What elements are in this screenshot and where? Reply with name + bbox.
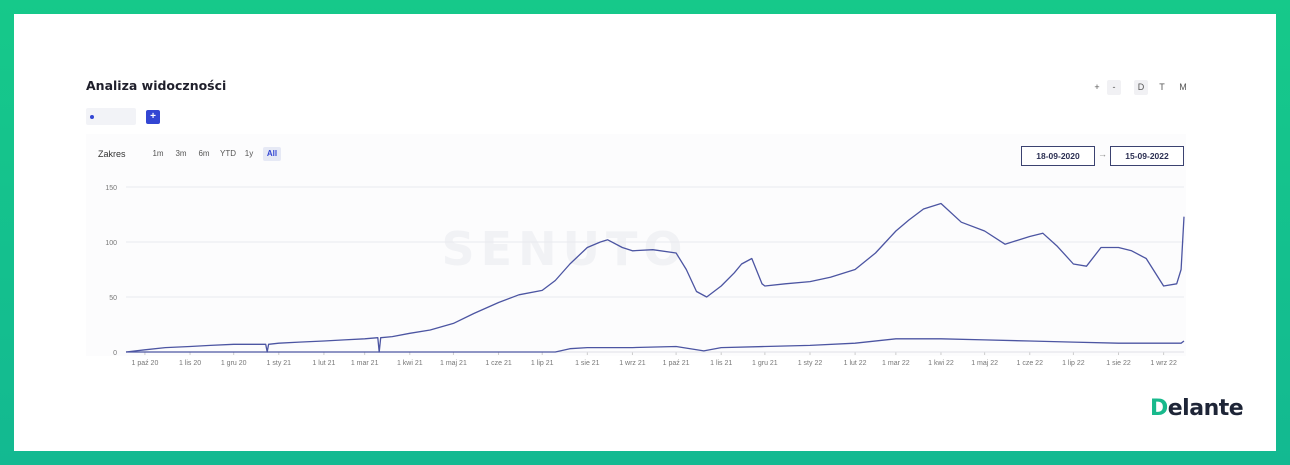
x-tick-label: 1 wrz 21: [619, 360, 646, 367]
chart-panel: [86, 134, 1186, 356]
date-to-input[interactable]: 15-09-2022: [1110, 146, 1184, 166]
x-tick-label: 1 sty 22: [798, 360, 823, 367]
range-label: Zakres: [98, 149, 126, 159]
x-tick-label: 1 maj 22: [971, 360, 998, 367]
zoom-in-button[interactable]: +: [1094, 82, 1100, 92]
x-tick-label: 1 lis 21: [710, 360, 732, 367]
zoom-out-button[interactable]: -: [1107, 80, 1121, 95]
delante-logo: Delante: [1150, 396, 1244, 421]
x-tick-label: 1 gru 20: [221, 360, 247, 367]
x-tick-label: 1 cze 21: [485, 360, 512, 367]
x-tick-label: 1 lip 22: [1062, 360, 1085, 367]
x-tick-label: 1 lut 22: [844, 360, 867, 367]
x-tick-label: 1 kwi 21: [397, 360, 423, 367]
x-tick-label: 1 wrz 22: [1150, 360, 1177, 367]
range-3m-button[interactable]: 3m: [175, 149, 187, 158]
x-tick-label: 1 kwi 22: [928, 360, 954, 367]
x-tick-label: 1 sty 21: [267, 360, 292, 367]
x-tick-label: 1 maj 21: [440, 360, 467, 367]
x-tick-label: 1 mar 21: [351, 360, 379, 367]
range-1y-button[interactable]: 1y: [244, 149, 254, 158]
series-chip[interactable]: [86, 108, 136, 125]
y-tick-label: 50: [109, 295, 117, 302]
chart-title: Analiza widoczności: [86, 78, 227, 93]
x-tick-label: 1 cze 22: [1017, 360, 1044, 367]
x-tick-label: 1 paź 21: [663, 360, 690, 367]
add-series-button[interactable]: +: [146, 110, 160, 124]
series-line-1: [125, 202, 1185, 353]
y-tick-label: 150: [105, 185, 117, 192]
range-all-button[interactable]: All: [263, 147, 281, 161]
senuto-watermark: SENUTO: [442, 222, 689, 276]
x-tick-label: 1 paź 20: [131, 360, 158, 367]
x-tick-label: 1 mar 22: [882, 360, 910, 367]
x-tick-label: 1 sie 21: [575, 360, 600, 367]
granularity-day-button[interactable]: D: [1134, 80, 1148, 95]
range-1m-button[interactable]: 1m: [152, 149, 164, 158]
range-6m-button[interactable]: 6m: [198, 149, 210, 158]
x-tick-label: 1 sie 22: [1106, 360, 1131, 367]
granularity-month-button[interactable]: M: [1179, 82, 1187, 92]
range-ytd-button[interactable]: YTD: [220, 149, 236, 158]
y-tick-label: 0: [113, 350, 117, 357]
series-color-dot: [90, 115, 94, 119]
x-tick-label: 1 lut 21: [312, 360, 335, 367]
x-tick-label: 1 lis 20: [179, 360, 201, 367]
series-line-2: [126, 338, 1185, 353]
x-tick-label: 1 lip 21: [531, 360, 554, 367]
granularity-week-button[interactable]: T: [1159, 82, 1165, 92]
date-range-arrow: →: [1098, 149, 1107, 159]
date-from-input[interactable]: 18-09-2020: [1021, 146, 1095, 166]
x-tick-label: 1 gru 21: [752, 360, 778, 367]
y-tick-label: 100: [105, 240, 117, 247]
